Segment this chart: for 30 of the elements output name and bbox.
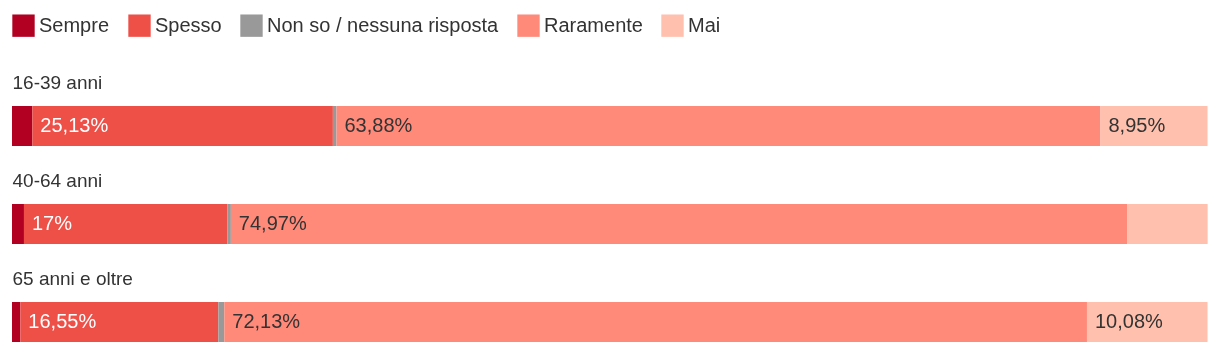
bar: [218, 302, 225, 342]
bar: [12, 106, 33, 146]
bar: [1100, 106, 1208, 146]
data-label: 16,55%: [28, 310, 97, 332]
bar: [224, 302, 1087, 342]
y-tick-label: 65 anni e oltre: [12, 268, 133, 289]
bar: [20, 302, 219, 342]
bar: [227, 204, 231, 244]
bar: [230, 204, 1128, 244]
bar: [1127, 204, 1208, 244]
data-label: 8,95%: [1108, 114, 1166, 136]
data-label: 17%: [31, 212, 73, 234]
y-tick-label: 16-39 anni: [12, 72, 103, 93]
data-label: 63,88%: [344, 114, 413, 136]
bar: [32, 106, 333, 146]
bar: [23, 204, 228, 244]
legend-label: Sempre: [39, 13, 110, 36]
bar: [12, 204, 24, 244]
data-label: 74,97%: [238, 212, 307, 234]
legend-label: Mai: [688, 13, 721, 36]
bar: [336, 106, 1101, 146]
bar: [12, 302, 21, 342]
legend-label: Spesso: [155, 13, 222, 36]
data-label: 10,08%: [1094, 310, 1164, 332]
legend-label: Non so / nessuna risposta: [267, 13, 500, 36]
y-tick-label: 40-64 anni: [12, 170, 103, 191]
data-label: 72,13%: [232, 310, 301, 332]
data-label: 25,13%: [40, 114, 109, 136]
legend-label: Raramente: [544, 13, 643, 36]
bar: [1086, 302, 1208, 342]
